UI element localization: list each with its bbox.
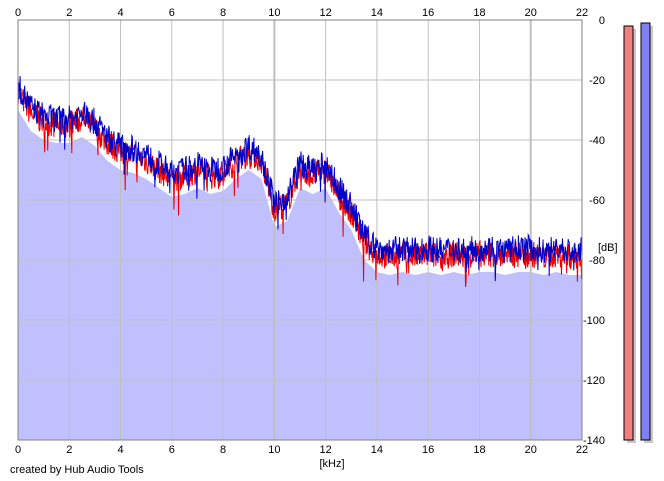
y-tick-label: 0 [599, 15, 605, 27]
x-tick-label-top: 22 [576, 7, 588, 19]
x-tick-label-bottom: 0 [15, 444, 21, 456]
plot-frame [17, 19, 583, 441]
x-tick-label-bottom: 20 [525, 444, 537, 456]
y-tick-labels: 0 -20 -40 -60 -80 -100 -120 -140 [583, 15, 605, 447]
x-axis-label: [kHz] [319, 458, 344, 470]
x-tick-label-top: 14 [371, 7, 383, 19]
x-tick-label-bottom: 2 [66, 444, 72, 456]
x-tick-label-bottom: 8 [220, 444, 226, 456]
x-tick-label-bottom: 14 [371, 444, 383, 456]
x-tick-label-top: 16 [422, 7, 434, 19]
x-tick-label-top: 4 [117, 7, 123, 19]
x-tick-label-bottom: 22 [576, 444, 588, 456]
x-tick-labels-top: 0 2 4 6 8 10 12 14 16 18 20 22 [15, 7, 588, 19]
x-tick-label-top: 10 [268, 7, 280, 19]
level-meter-bar [640, 22, 651, 441]
level-meter-bar [623, 25, 634, 441]
x-tick-labels-bottom: 0 2 4 6 8 10 12 14 16 18 20 22 [15, 444, 588, 456]
series-line-1 [17, 75, 583, 282]
x-tick-label-top: 6 [169, 7, 175, 19]
y-tick-label: -140 [583, 435, 605, 447]
level-meters [623, 22, 653, 443]
y-axis-label: [dB] [598, 242, 618, 254]
x-tick-label-top: 2 [66, 7, 72, 19]
series-group [17, 75, 583, 288]
x-tick-label-bottom: 16 [422, 444, 434, 456]
spectrum-fill-area [18, 110, 582, 440]
y-tick-label: -40 [589, 135, 605, 147]
x-tick-label-top: 20 [525, 7, 537, 19]
x-tick-label-bottom: 6 [169, 444, 175, 456]
y-tick-label: -80 [589, 255, 605, 267]
x-tick-label-top: 12 [320, 7, 332, 19]
x-tick-label-top: 0 [15, 7, 21, 19]
x-tick-label-bottom: 10 [268, 444, 280, 456]
x-tick-label-bottom: 12 [320, 444, 332, 456]
x-tick-label-top: 8 [220, 7, 226, 19]
x-tick-label-bottom: 18 [473, 444, 485, 456]
credit-text: created by Hub Audio Tools [10, 464, 144, 476]
y-tick-label: -120 [583, 375, 605, 387]
x-tick-label-top: 18 [473, 7, 485, 19]
spectrum-fill [18, 110, 582, 440]
y-tick-label: -20 [589, 75, 605, 87]
y-tick-label: -60 [589, 195, 605, 207]
x-tick-label-bottom: 4 [117, 444, 123, 456]
y-tick-label: -100 [583, 315, 605, 327]
